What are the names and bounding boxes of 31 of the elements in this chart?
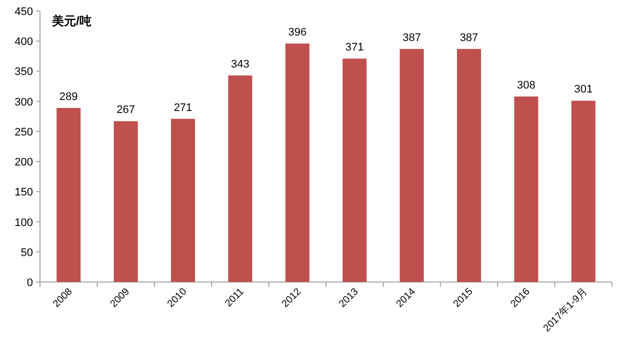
data-label: 396 (288, 26, 307, 39)
y-tick-label: 50 (20, 246, 33, 259)
y-tick-label: 250 (14, 126, 33, 138)
bar (170, 118, 196, 282)
bar (114, 121, 138, 282)
bar (285, 44, 310, 282)
y-tick-label: 400 (14, 36, 33, 48)
bar (571, 100, 596, 282)
data-label: 267 (116, 104, 135, 116)
y-tick-label: 200 (14, 156, 33, 169)
bar (56, 108, 81, 282)
y-tick-label: 100 (14, 216, 33, 229)
data-label: 301 (574, 84, 593, 96)
data-label: 387 (460, 32, 478, 44)
y-tick-label: 150 (14, 186, 33, 199)
bar (342, 58, 367, 282)
data-label: 289 (59, 90, 78, 103)
y-tick-label: 300 (14, 96, 33, 108)
bar (400, 48, 424, 282)
data-label: 308 (517, 80, 536, 92)
data-label: 371 (345, 42, 364, 54)
data-label: 387 (402, 32, 421, 44)
bar (514, 96, 538, 282)
bar (228, 75, 252, 282)
data-label: 343 (231, 58, 250, 70)
y-tick-label: 350 (14, 66, 33, 78)
y-tick-label: 450 (14, 6, 33, 18)
bar (456, 48, 482, 282)
y-tick-label: 0 (26, 277, 33, 289)
y-axis-title: 美元/吨 (51, 14, 92, 28)
data-label: 271 (174, 102, 192, 114)
